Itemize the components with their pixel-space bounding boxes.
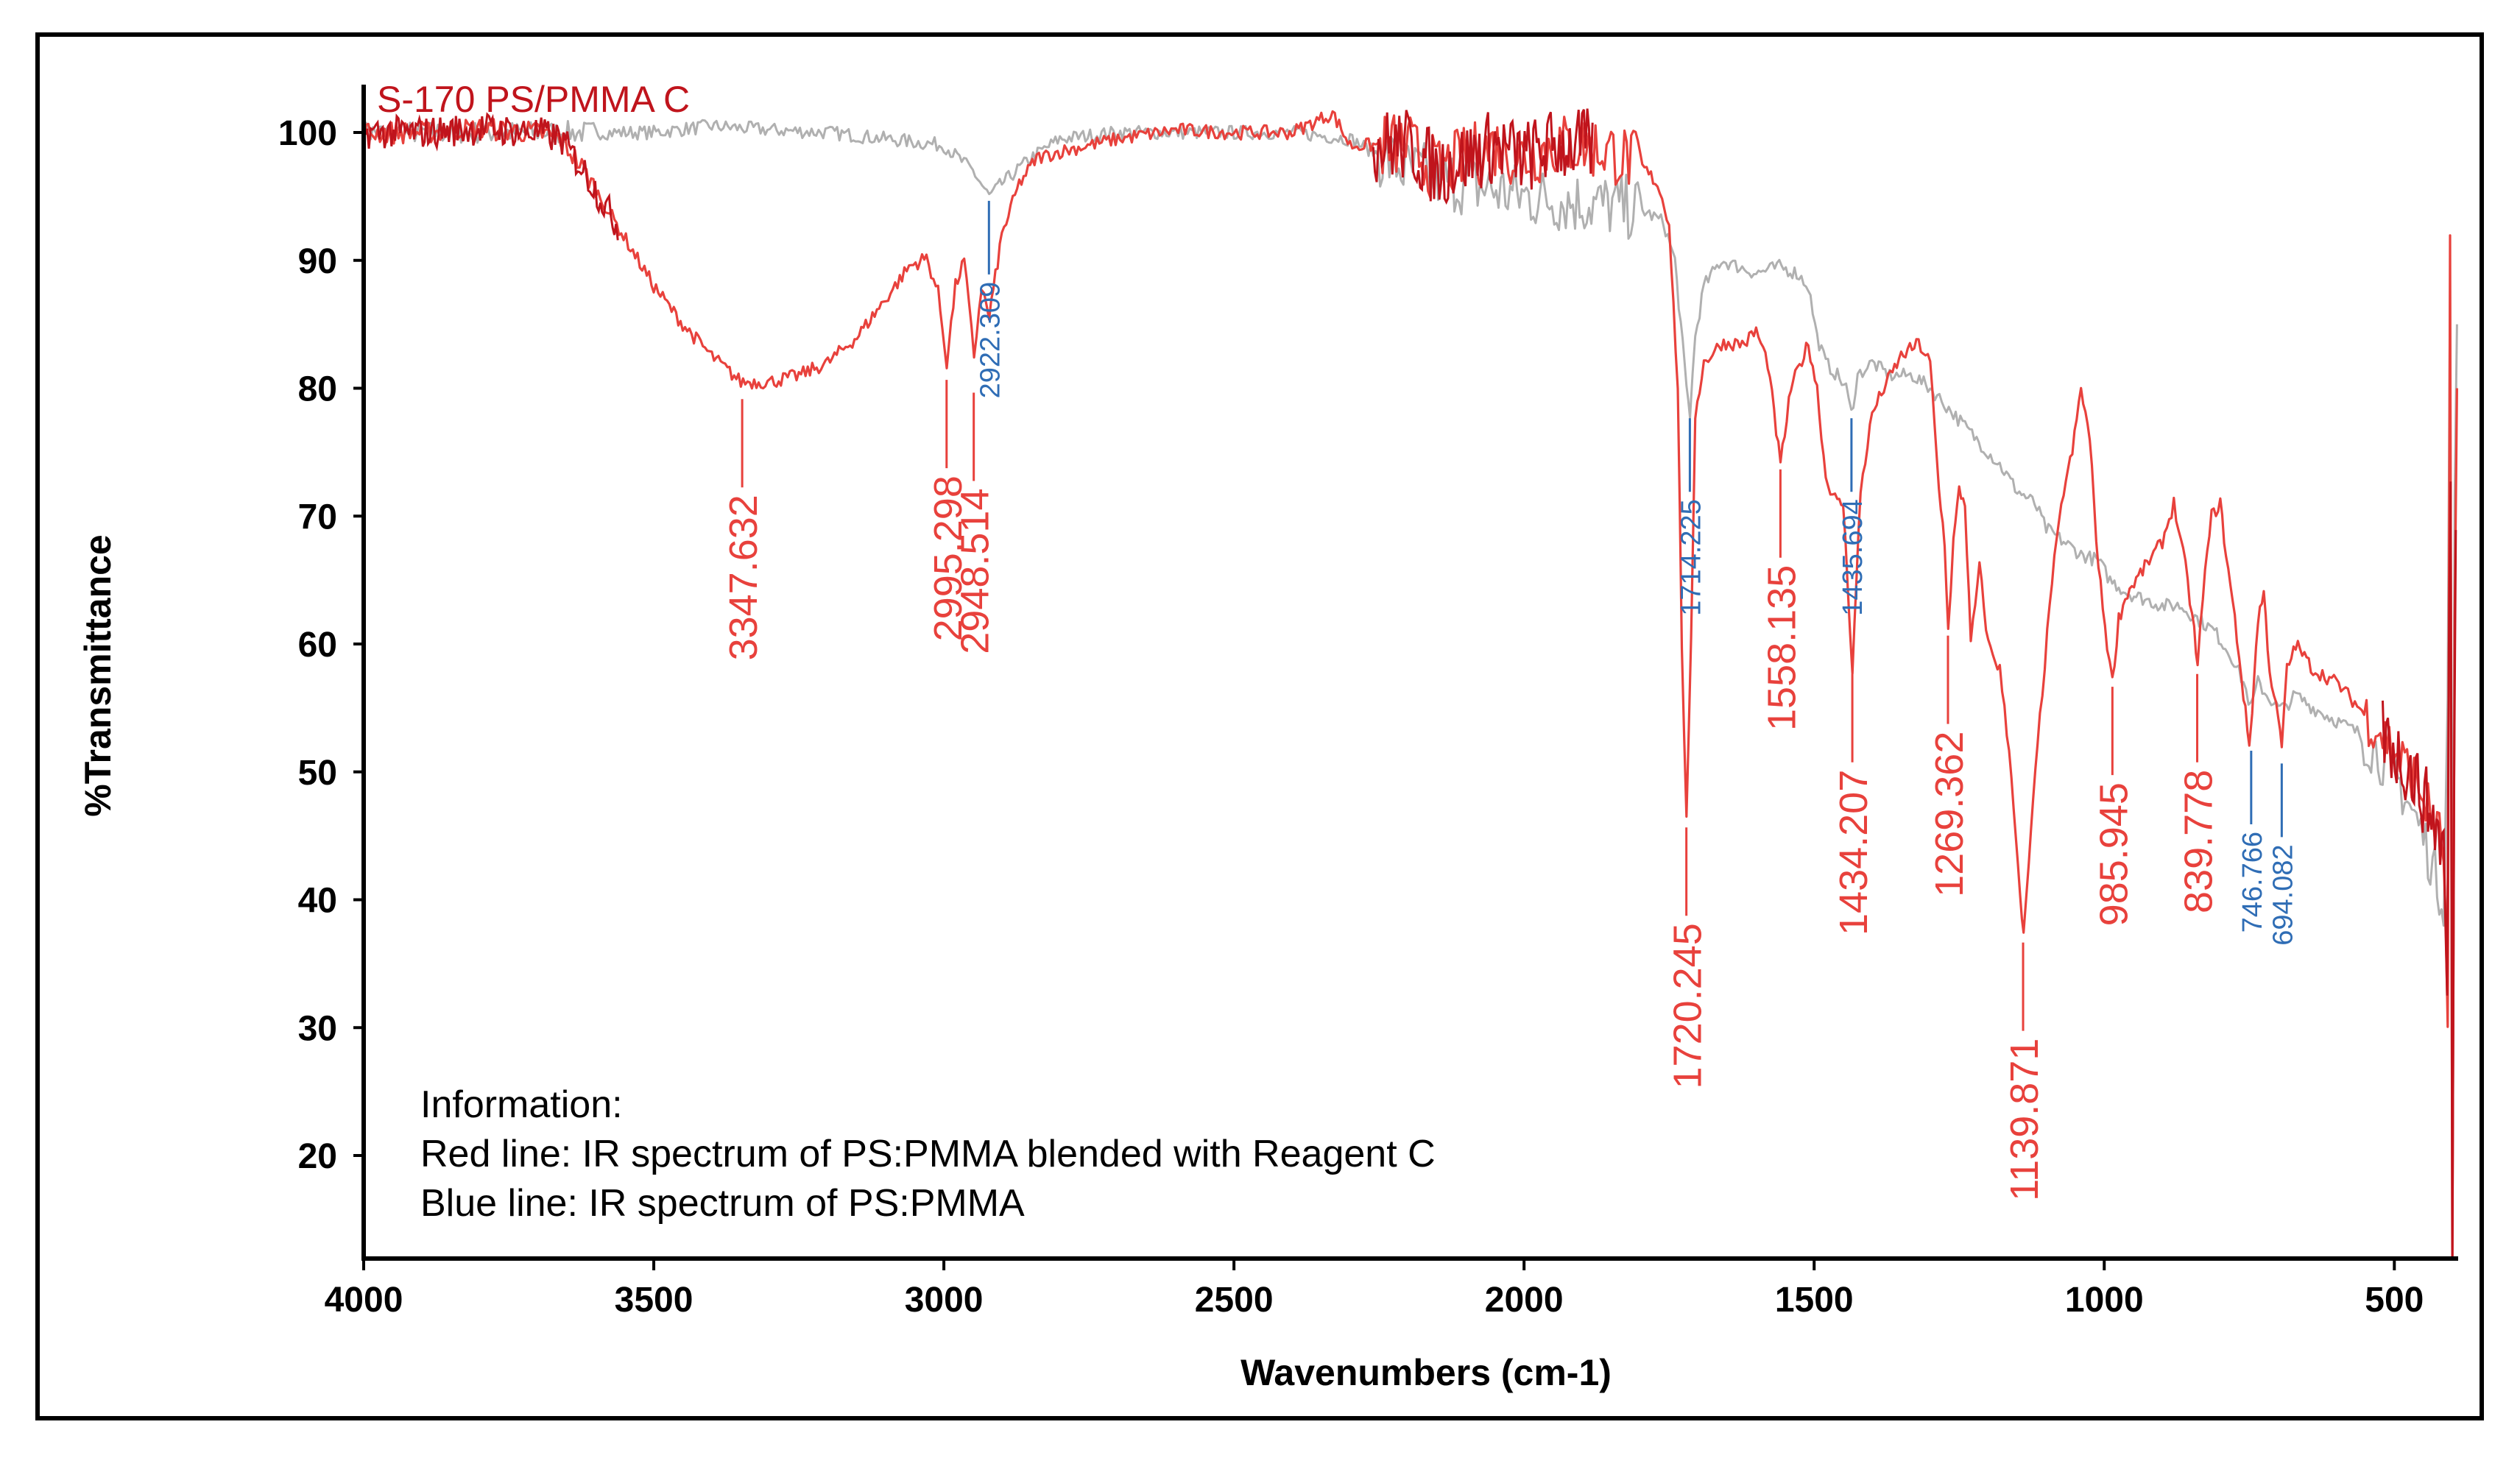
x-axis-title: Wavenumbers (cm-1) <box>1240 1352 1612 1393</box>
y-tick-label: 90 <box>298 242 337 281</box>
legend-heading: Information: <box>420 1083 623 1126</box>
red-spectrum-noise-middle <box>1372 108 1594 205</box>
x-tick-label: 2500 <box>1195 1281 1274 1320</box>
peak-label: 839.778 <box>2177 770 2221 913</box>
peak-label: 985.945 <box>2092 782 2136 926</box>
peak-label: 1434.207 <box>1832 770 1876 935</box>
x-tick-label: 1000 <box>2065 1281 2144 1320</box>
y-tick-label: 20 <box>298 1137 337 1176</box>
red-spectrum-line <box>366 110 2458 1256</box>
legend-red-line: Red line: IR spectrum of PS:PMMA blended… <box>420 1133 1436 1175</box>
y-tick-label: 100 <box>278 114 337 153</box>
x-tick-label: 1500 <box>1775 1281 1854 1320</box>
peak-label: 2922.309 <box>975 282 1006 399</box>
ir-spectrum-chart: 4000 3500 3000 2500 2000 1500 1000 500 20 30 40 50 6… <box>77 79 2458 1393</box>
chart-frame: 4000 3500 3000 2500 2000 1500 1000 500 20 30 40 50 6… <box>35 32 2484 1420</box>
y-tick-label: 30 <box>298 1009 337 1048</box>
red-spectrum-noise-left <box>366 112 619 241</box>
peak-label: 1720.245 <box>1666 923 1710 1089</box>
peak-label: 1558.135 <box>1760 565 1804 731</box>
y-tick-label: 60 <box>298 626 337 665</box>
peak-label: 3347.632 <box>721 495 766 660</box>
legend-blue-line: Blue line: IR spectrum of PS:PMMA <box>420 1182 1025 1225</box>
y-tick-label: 50 <box>298 754 337 793</box>
peak-label: 1139.871 <box>2002 1038 2047 1201</box>
y-tick-label: 80 <box>298 370 337 409</box>
x-tick-label: 3500 <box>615 1281 693 1320</box>
x-tick-label: 500 <box>2365 1281 2424 1320</box>
x-tick-label: 3000 <box>905 1281 984 1320</box>
peak-label: 1714.225 <box>1676 499 1707 616</box>
peak-label: 694.082 <box>2267 844 2298 945</box>
peak-label: 746.766 <box>2237 832 2268 933</box>
chart-title: S-170 PS/PMMA C <box>377 79 690 120</box>
gray-spectrum-line <box>366 118 2458 1034</box>
red-spectrum-noise-right <box>2382 481 2457 1256</box>
peak-label: 2995.298 <box>926 475 970 641</box>
peak-label: 1269.362 <box>1927 732 1972 897</box>
y-tick-label: 40 <box>298 882 337 921</box>
y-tick-label: 70 <box>298 498 337 537</box>
x-tick-label: 4000 <box>325 1281 403 1320</box>
y-axis-title: %Transmittance <box>77 534 119 816</box>
plot-area: 4000 3500 3000 2500 2000 1500 1000 500 20 30 40 50 6… <box>278 85 2458 1320</box>
x-tick-label: 2000 <box>1485 1281 1564 1320</box>
peak-label: 1435.694 <box>1838 499 1868 616</box>
peak-label: 2948.514 <box>953 489 998 654</box>
